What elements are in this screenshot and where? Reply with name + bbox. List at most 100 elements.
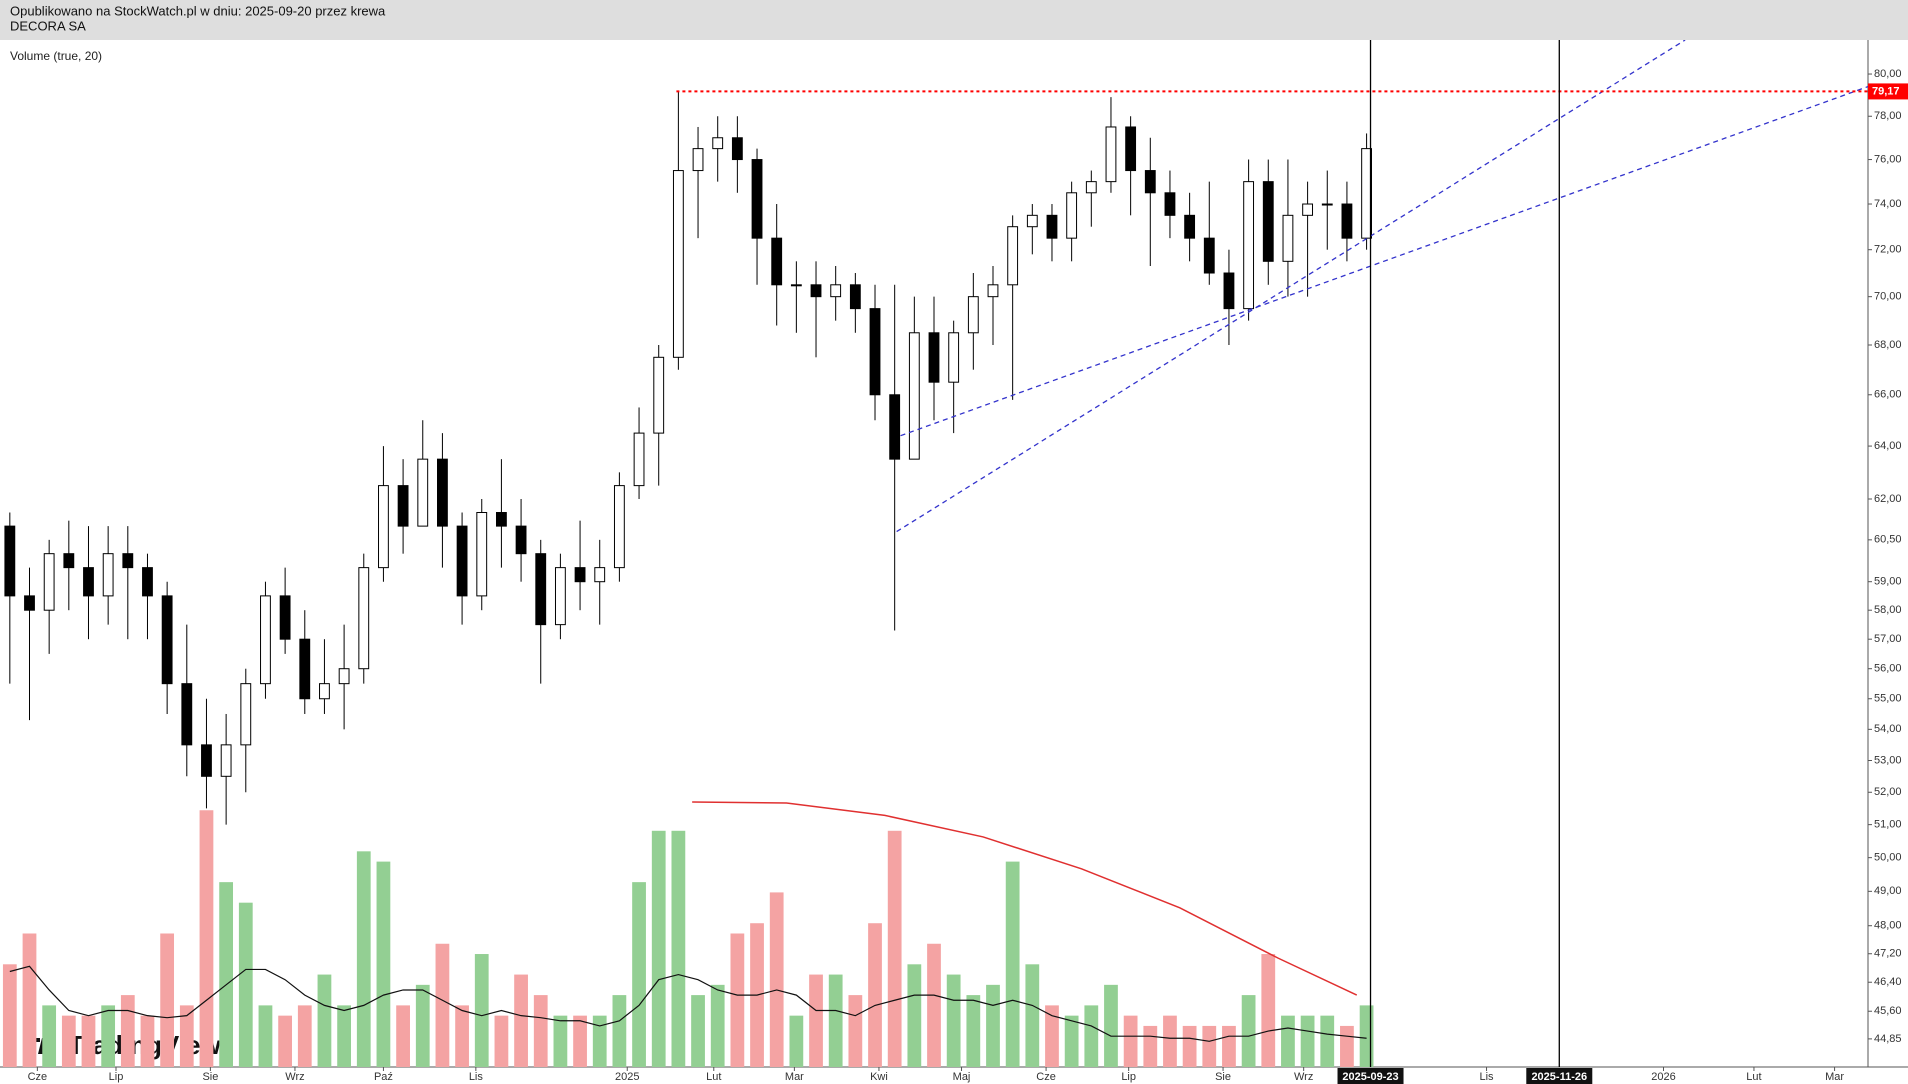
y-tick-label: 68,00 xyxy=(1874,339,1902,351)
volume-bar xyxy=(809,974,823,1067)
volume-bar xyxy=(789,1015,804,1067)
y-tick-label: 52,00 xyxy=(1874,786,1902,798)
candle-body xyxy=(810,284,822,298)
x-tick-label: 2026 xyxy=(1651,1071,1675,1083)
volume-bar xyxy=(1281,1015,1295,1067)
volume-bar xyxy=(1104,984,1118,1067)
y-tick-label: 60,50 xyxy=(1874,534,1902,546)
y-tick-label: 54,00 xyxy=(1874,723,1902,735)
x-tick-label: Lip xyxy=(1121,1071,1136,1083)
candle-body xyxy=(574,567,586,583)
candle-body xyxy=(1203,237,1215,274)
volume-bar xyxy=(1340,1025,1354,1067)
volume-bar xyxy=(238,902,253,1067)
volume-trend-arc xyxy=(692,801,1358,996)
candle-body xyxy=(613,485,625,569)
candle-body xyxy=(515,525,527,555)
volume-bar xyxy=(671,830,686,1067)
candle-body xyxy=(633,432,645,487)
volume-bar xyxy=(966,995,981,1067)
x-tick-label: Sie xyxy=(202,1071,218,1083)
volume-bar xyxy=(1143,1025,1158,1067)
candle-body xyxy=(1046,214,1058,239)
y-tick-label: 59,00 xyxy=(1874,576,1902,588)
y-tick-label: 46,40 xyxy=(1874,976,1902,988)
volume-bar xyxy=(632,882,646,1067)
volume-bar xyxy=(455,1005,469,1067)
candle-body xyxy=(889,394,901,460)
candle-body xyxy=(1066,192,1078,239)
y-tick-label: 57,00 xyxy=(1874,633,1902,645)
candle-body xyxy=(24,595,35,611)
y-tick-label: 62,00 xyxy=(1874,493,1902,505)
volume-bar xyxy=(494,1015,509,1067)
volume-bar xyxy=(415,984,430,1067)
candle-body xyxy=(4,525,16,597)
candle-body xyxy=(279,595,291,640)
candle-body xyxy=(1282,214,1294,262)
y-tick-label: 72,00 xyxy=(1874,244,1902,256)
candle-body xyxy=(397,485,409,527)
x-tick-label: Lis xyxy=(469,1071,484,1083)
volume-bar xyxy=(61,1015,76,1067)
y-tick-label: 64,00 xyxy=(1874,440,1902,452)
candle-body xyxy=(594,567,606,583)
volume-bar xyxy=(612,995,627,1067)
volume-bar xyxy=(710,984,725,1067)
trend-line xyxy=(900,85,1868,437)
volume-bar xyxy=(42,1005,57,1067)
candle-body xyxy=(102,553,114,597)
candle-body xyxy=(1341,203,1353,239)
volume-bar xyxy=(1045,1005,1059,1067)
volume-bar xyxy=(573,1015,587,1067)
candle-body xyxy=(1007,226,1019,286)
candle-body xyxy=(731,137,743,161)
volume-bar xyxy=(848,995,863,1067)
volume-bar xyxy=(1064,1015,1079,1067)
candle-body xyxy=(476,512,488,597)
volume-bar xyxy=(120,995,135,1067)
candle-body xyxy=(358,567,370,670)
x-tick-label: Mar xyxy=(1825,1071,1844,1083)
candle-body xyxy=(1125,126,1137,172)
candle-body xyxy=(338,668,350,685)
candle-body xyxy=(1262,181,1274,262)
candle-body xyxy=(299,638,311,700)
candle-body xyxy=(142,567,153,597)
candle-body xyxy=(201,744,212,777)
candle-body xyxy=(1105,126,1117,183)
x-tick-label: Lip xyxy=(109,1071,124,1083)
y-tick-label: 48,00 xyxy=(1874,920,1902,932)
candle-body xyxy=(987,284,999,298)
y-tick-label: 56,00 xyxy=(1874,663,1902,675)
volume-bar xyxy=(868,923,882,1067)
volume-bar xyxy=(986,984,1000,1067)
x-tick-label: Lut xyxy=(706,1071,721,1083)
volume-bar xyxy=(278,1015,292,1067)
volume-bar xyxy=(199,810,214,1067)
x-tick-label: Paź xyxy=(374,1071,393,1083)
candle-body xyxy=(122,553,134,569)
volume-bar xyxy=(769,892,784,1067)
x-tick-label: 2025 xyxy=(615,1071,639,1083)
volume-bar xyxy=(101,1005,116,1067)
volume-bar xyxy=(376,861,391,1067)
header-line: Opublikowano na StockWatch.pl w dniu: 20… xyxy=(10,3,386,18)
x-tick-label: Cze xyxy=(28,1071,48,1083)
volume-bar xyxy=(533,995,548,1067)
date-label: 2025-09-23 xyxy=(1342,1071,1398,1083)
y-tick-label: 51,00 xyxy=(1874,819,1902,831)
volume-bar xyxy=(219,882,234,1067)
volume-bar xyxy=(592,1015,607,1067)
volume-bar xyxy=(730,933,745,1067)
volume-bar xyxy=(160,933,175,1067)
volume-bar xyxy=(258,1005,273,1067)
y-tick-label: 53,00 xyxy=(1874,754,1902,766)
trend-line xyxy=(896,40,1686,533)
candle-body xyxy=(319,683,330,700)
volume-bar xyxy=(1261,954,1276,1067)
volume-bar xyxy=(1320,1015,1335,1067)
volume-bar xyxy=(317,974,332,1067)
candle-body xyxy=(1144,170,1156,194)
candle-body xyxy=(1164,192,1176,216)
